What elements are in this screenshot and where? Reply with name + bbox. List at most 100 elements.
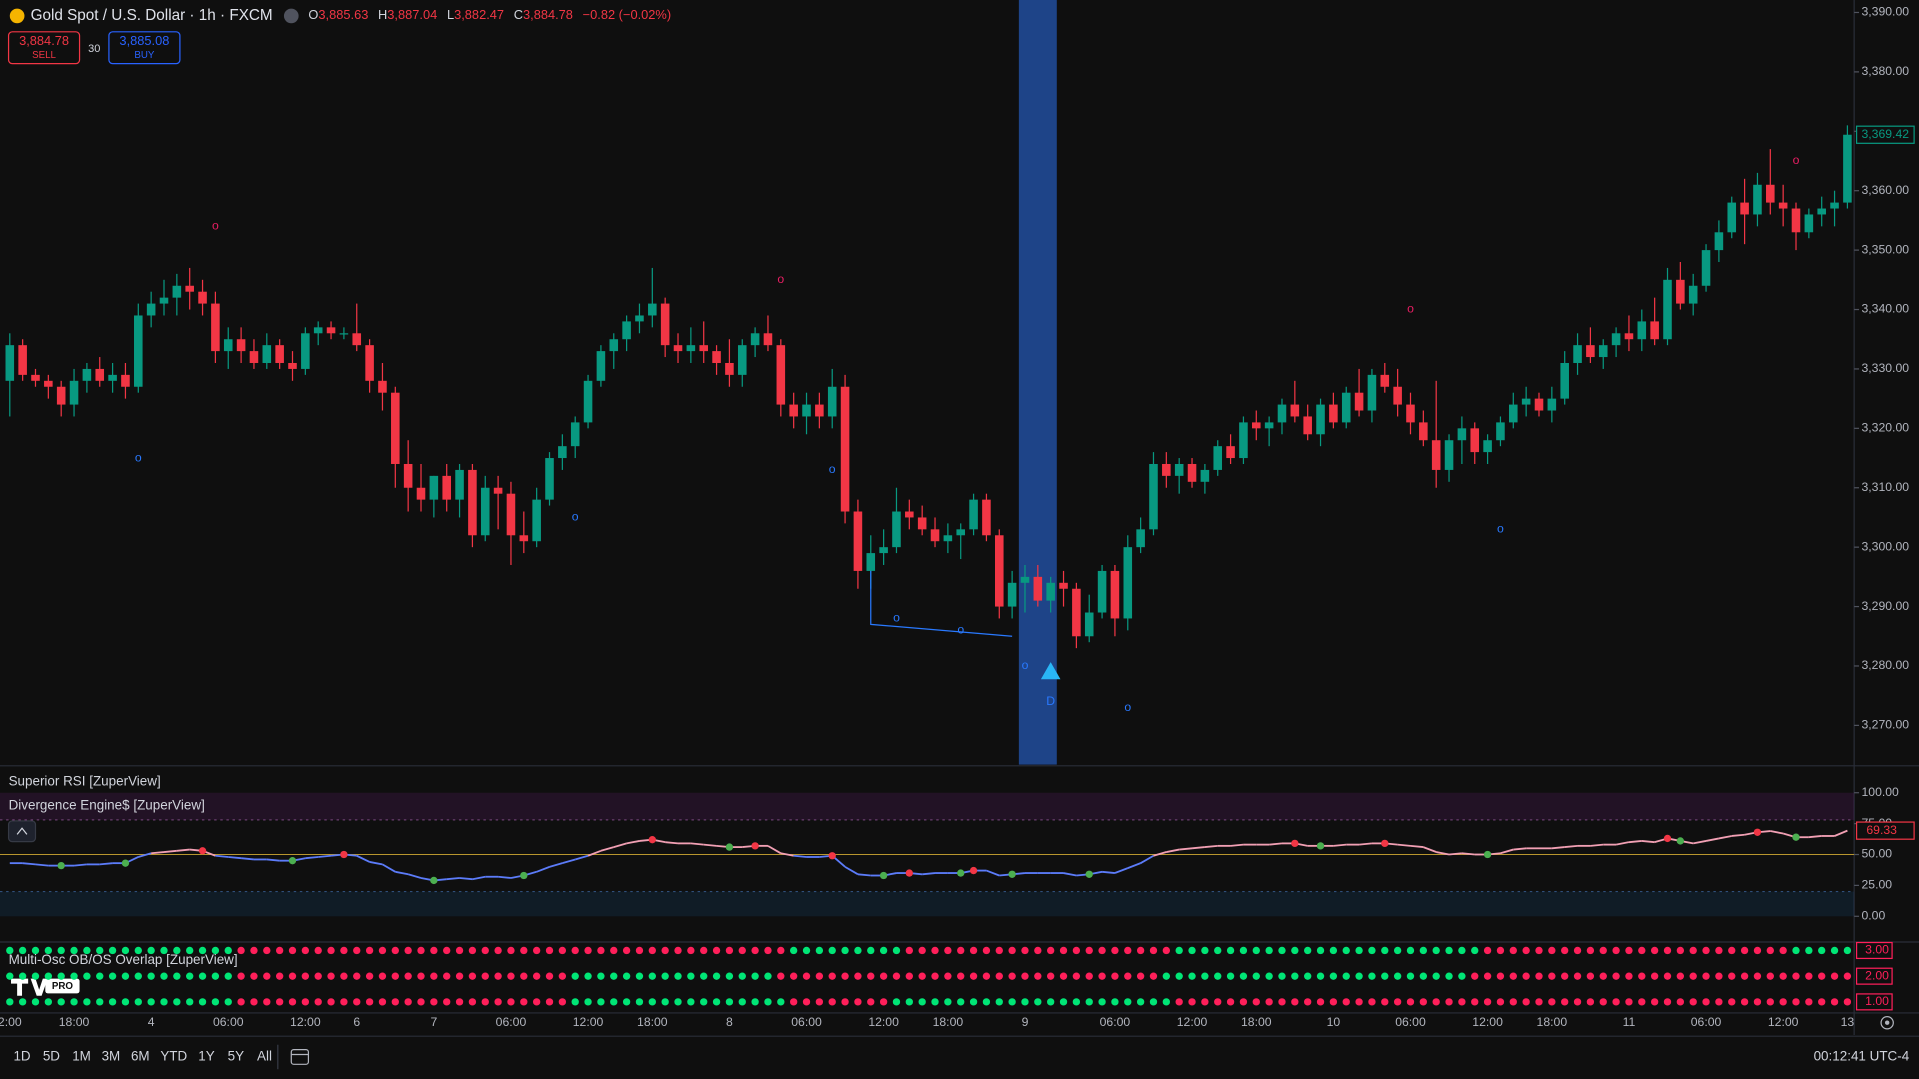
buy-box[interactable] bbox=[108, 31, 181, 65]
candle-body bbox=[236, 339, 246, 352]
logo-mark bbox=[11, 978, 48, 996]
osc-dot bbox=[957, 946, 965, 955]
calendar-icon[interactable] bbox=[290, 1049, 310, 1065]
candle-body bbox=[313, 327, 323, 334]
rsi-segment bbox=[369, 861, 383, 866]
pivot-high bbox=[1753, 828, 1762, 836]
osc-dot bbox=[1471, 946, 1479, 955]
osc-dot bbox=[1509, 972, 1517, 980]
candle-body bbox=[1174, 463, 1184, 476]
osc-dot bbox=[391, 998, 399, 1006]
buy-price[interactable]: 3,885.08 bbox=[119, 33, 169, 48]
rsi-segment bbox=[574, 854, 589, 861]
osc-dot bbox=[1586, 972, 1595, 980]
candle-body bbox=[1380, 374, 1390, 387]
buy-label[interactable]: BUY bbox=[134, 50, 155, 61]
collapse-button[interactable] bbox=[7, 820, 37, 843]
osc-dot bbox=[327, 998, 335, 1006]
osc-dot bbox=[1573, 998, 1582, 1006]
osc-dot bbox=[1304, 972, 1312, 980]
osc-dot bbox=[134, 998, 142, 1006]
candle-body bbox=[969, 499, 978, 530]
pivot-low bbox=[57, 861, 65, 870]
osc-dot bbox=[340, 972, 348, 980]
candle-body bbox=[1778, 202, 1788, 209]
osc-dot bbox=[1316, 998, 1325, 1006]
candle-body bbox=[1676, 279, 1685, 304]
oversold-zone bbox=[0, 891, 1855, 917]
range-button[interactable]: 1M bbox=[72, 1049, 91, 1064]
rsi-segment bbox=[767, 845, 782, 855]
range-button[interactable]: 5D bbox=[43, 1049, 60, 1064]
pivot-low bbox=[520, 871, 528, 880]
gear-hub[interactable] bbox=[1884, 1020, 1890, 1025]
osc-dot bbox=[751, 946, 759, 955]
symbol[interactable]: Gold Spot / U.S. Dollar · 1h · FXCM bbox=[31, 7, 273, 24]
gear[interactable] bbox=[1880, 1015, 1894, 1030]
osc-dot bbox=[1509, 946, 1517, 955]
osc-dot bbox=[83, 998, 91, 1006]
rsi-segment bbox=[793, 854, 807, 858]
osc-dot bbox=[1496, 998, 1505, 1006]
osc-dot bbox=[301, 972, 310, 980]
candle-body bbox=[442, 475, 451, 500]
osc-dot bbox=[597, 946, 605, 955]
osc-dot bbox=[443, 972, 451, 980]
sell-price[interactable]: 3,884.78 bbox=[19, 33, 69, 48]
sell-box[interactable] bbox=[7, 31, 81, 65]
candle-body bbox=[1817, 208, 1826, 215]
osc-dot bbox=[1573, 946, 1582, 955]
collapse-box[interactable] bbox=[7, 820, 37, 843]
osc-dot bbox=[969, 972, 978, 980]
osc-dot bbox=[725, 946, 734, 955]
range-button[interactable]: 1D bbox=[13, 1049, 30, 1064]
signal-label: o bbox=[829, 462, 836, 476]
candle-body bbox=[262, 345, 272, 363]
candle-body bbox=[1457, 428, 1467, 441]
osc-dot bbox=[725, 998, 734, 1006]
buy-button[interactable]: 3,885.08 BUY bbox=[108, 31, 181, 65]
osc-dot bbox=[918, 946, 926, 955]
osc-dot bbox=[6, 972, 14, 980]
osc-dot bbox=[70, 998, 78, 1006]
sell-button[interactable]: 3,884.78 SELL bbox=[7, 31, 81, 65]
osc-dot bbox=[789, 972, 798, 980]
range-button[interactable]: 3M bbox=[102, 1049, 121, 1064]
sell-label[interactable]: SELL bbox=[32, 50, 56, 61]
range-button[interactable]: 5Y bbox=[228, 1049, 244, 1064]
range-button[interactable]: YTD bbox=[160, 1049, 187, 1064]
osc-dot bbox=[1008, 972, 1016, 980]
settings-icon[interactable] bbox=[1880, 1015, 1894, 1030]
osc-dot bbox=[391, 946, 399, 955]
osc-dot bbox=[1779, 946, 1787, 955]
candle-body bbox=[223, 339, 233, 352]
signal-label: o bbox=[957, 623, 964, 637]
osc-dot bbox=[1625, 972, 1633, 980]
calendar[interactable] bbox=[290, 1049, 310, 1065]
osc-dot bbox=[1818, 946, 1826, 955]
candle-body bbox=[1624, 333, 1634, 340]
range-button[interactable]: All bbox=[257, 1049, 272, 1064]
osc-dot bbox=[121, 972, 130, 980]
candle-body bbox=[1084, 612, 1094, 637]
osc-dot bbox=[687, 998, 695, 1006]
osc-dot bbox=[1483, 998, 1492, 1006]
osc-dot bbox=[1599, 998, 1607, 1006]
osc-dot bbox=[1676, 998, 1685, 1006]
osc-dot bbox=[1650, 998, 1659, 1006]
osc-dot bbox=[1201, 972, 1209, 980]
x-tick-label: 9 bbox=[1022, 1015, 1029, 1029]
osc-dot bbox=[674, 972, 682, 980]
spread: 30 bbox=[88, 43, 100, 55]
rsi-segment bbox=[1410, 844, 1424, 849]
signal-label: o bbox=[135, 450, 142, 464]
range-button[interactable]: 1Y bbox=[198, 1049, 214, 1064]
osc-dot bbox=[443, 946, 451, 955]
candle-body bbox=[1110, 570, 1120, 619]
osc-dot bbox=[1830, 946, 1839, 955]
collapse-icon[interactable] bbox=[16, 827, 28, 835]
range-button[interactable]: 6M bbox=[131, 1049, 150, 1064]
x-tick-label: 8 bbox=[726, 1015, 733, 1029]
osc-dot bbox=[160, 946, 168, 955]
ohlc-key: H bbox=[378, 7, 387, 22]
